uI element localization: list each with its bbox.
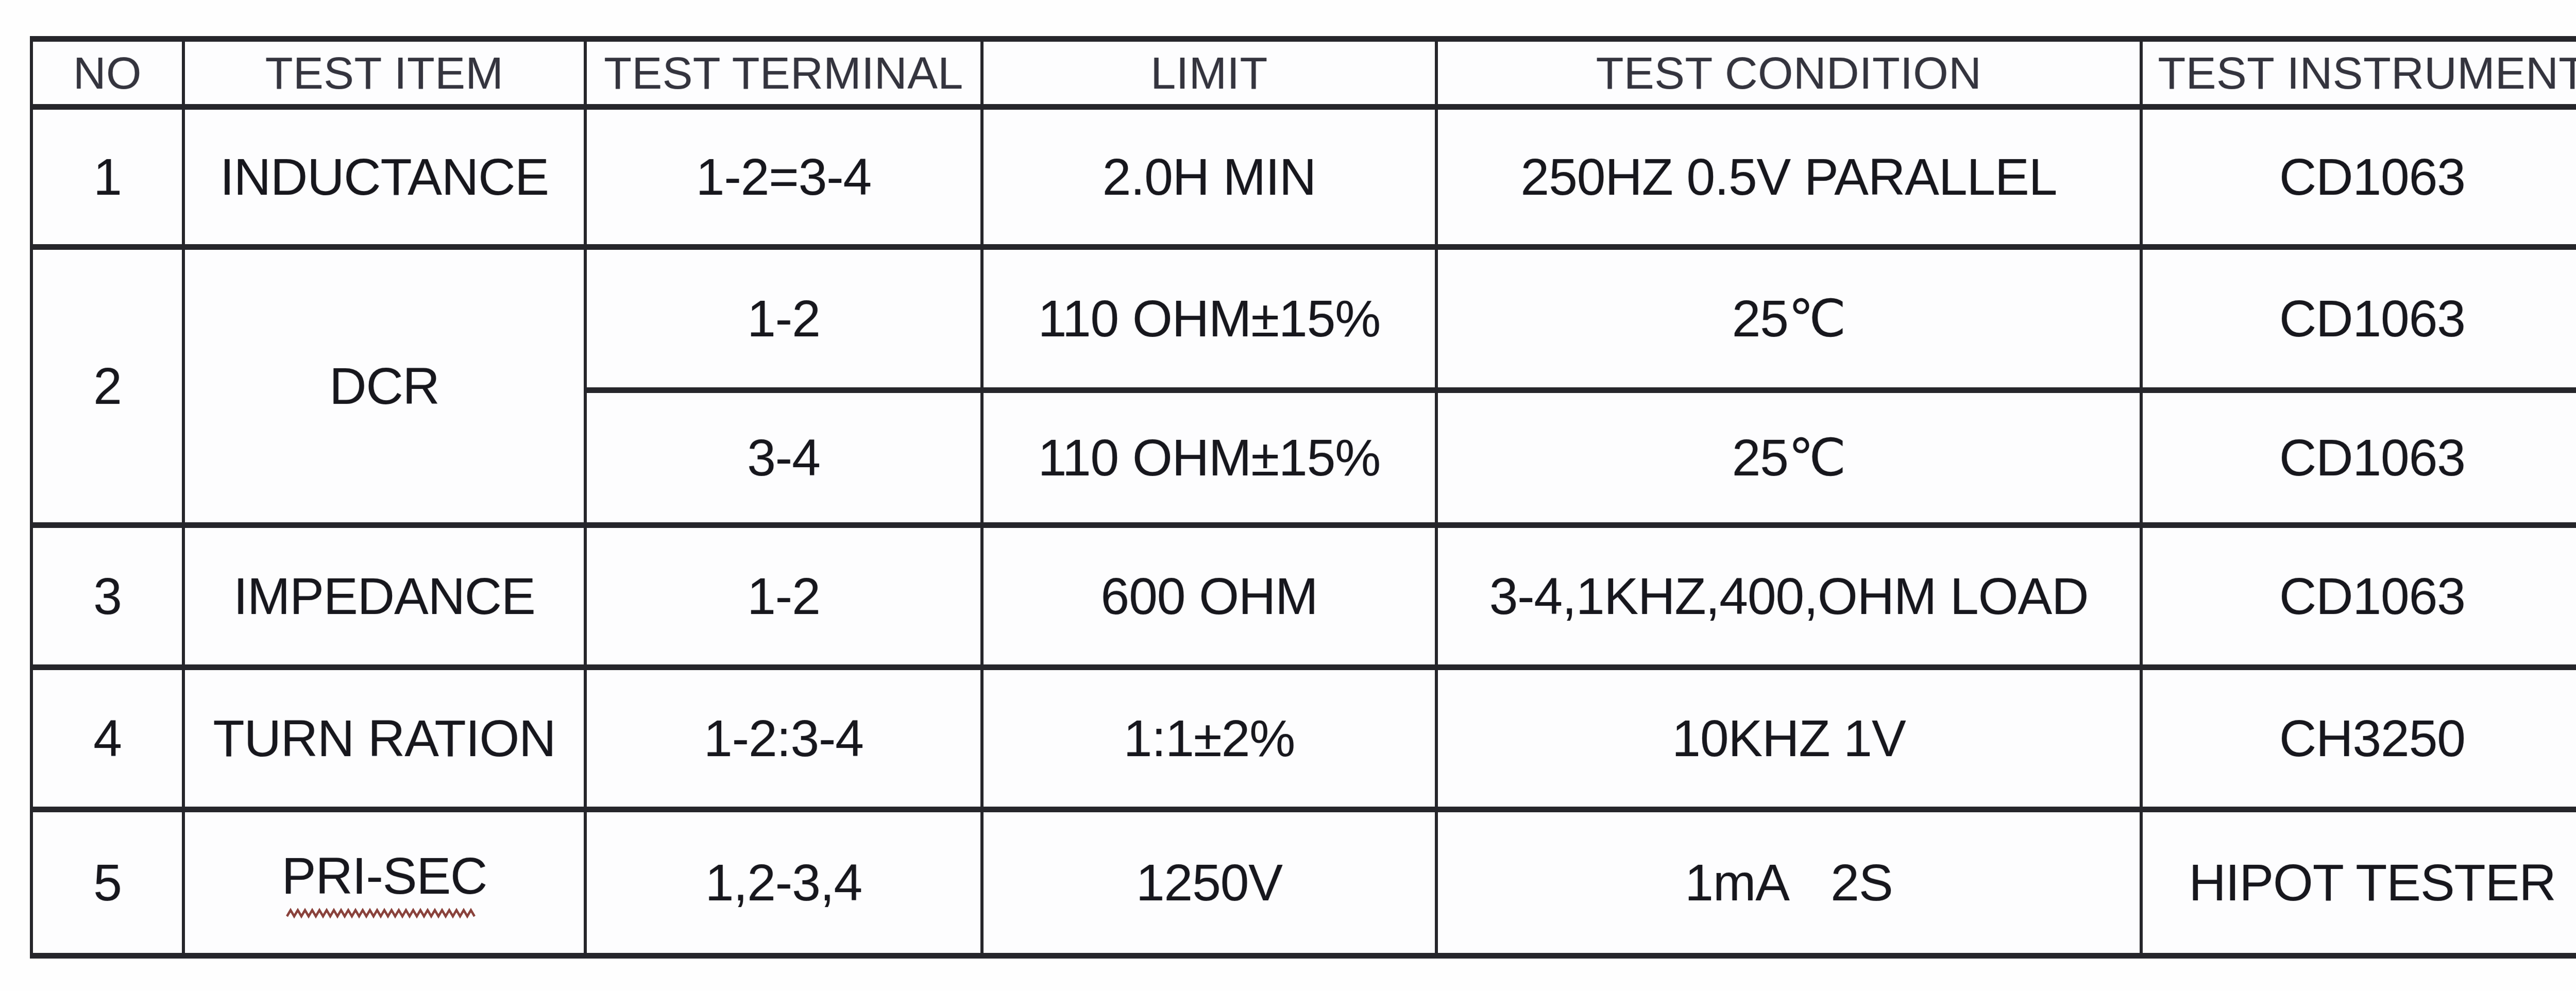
cell-test-item-label: PRI-SEC	[282, 846, 487, 905]
cell-no: 1	[31, 107, 183, 247]
cell-test-item: INDUCTANCE	[183, 107, 585, 247]
cell-test-item: IMPEDANCE	[183, 525, 585, 668]
column-header-test-item: TEST ITEM	[183, 39, 585, 107]
cell-test-instrument: CD1063	[2141, 525, 2576, 668]
table-row-impedance: 3 IMPEDANCE 1-2 600 OHM 3-4,1KHZ,400,OHM…	[31, 525, 2576, 668]
cell-test-item: PRI-SEC	[183, 810, 585, 956]
cell-limit: 110 OHM±15%	[982, 390, 1436, 525]
cell-test-instrument: HIPOT TESTER	[2141, 810, 2576, 956]
table-row-turn-ration: 4 TURN RATION 1-2:3-4 1:1±2% 10KHZ 1V CH…	[31, 668, 2576, 810]
test-spec-table: NO TEST ITEM TEST TERMINAL LIMIT TEST CO…	[30, 36, 2576, 959]
column-header-test-condition: TEST CONDITION	[1436, 39, 2141, 107]
cell-test-instrument: CD1063	[2141, 107, 2576, 247]
cell-test-condition: 250HZ 0.5V PARALLEL	[1436, 107, 2141, 247]
cell-test-instrument: CD1063	[2141, 390, 2576, 525]
table-row-inductance: 1 INDUCTANCE 1-2=3-4 2.0H MIN 250HZ 0.5V…	[31, 107, 2576, 247]
cell-limit: 110 OHM±15%	[982, 247, 1436, 390]
column-header-test-instrument: TEST INSTRUMENT	[2141, 39, 2576, 107]
column-header-limit: LIMIT	[982, 39, 1436, 107]
column-header-test-terminal: TEST TERMINAL	[585, 39, 982, 107]
cell-no: 2	[31, 247, 183, 525]
cell-test-condition: 3-4,1KHZ,400,OHM LOAD	[1436, 525, 2141, 668]
cell-no: 5	[31, 810, 183, 956]
cell-limit: 1250V	[982, 810, 1436, 956]
column-header-no: NO	[31, 39, 183, 107]
cell-no: 3	[31, 525, 183, 668]
spellcheck-underline	[286, 907, 483, 919]
header-row: NO TEST ITEM TEST TERMINAL LIMIT TEST CO…	[31, 39, 2576, 107]
cell-test-terminal: 1-2=3-4	[585, 107, 982, 247]
cell-test-condition: 10KHZ 1V	[1436, 668, 2141, 810]
cell-test-item: TURN RATION	[183, 668, 585, 810]
cell-test-terminal: 1,2-3,4	[585, 810, 982, 956]
cell-test-condition: 1mA 2S	[1436, 810, 2141, 956]
pri-sec-text-with-squiggle: PRI-SEC	[282, 846, 487, 919]
cell-test-item: DCR	[183, 247, 585, 525]
cell-test-terminal: 1-2	[585, 525, 982, 668]
cell-limit: 1:1±2%	[982, 668, 1436, 810]
cell-limit: 2.0H MIN	[982, 107, 1436, 247]
cell-test-condition: 25℃	[1436, 247, 2141, 390]
cell-test-terminal: 1-2:3-4	[585, 668, 982, 810]
table-row-pri-sec: 5 PRI-SEC 1,2-3,4 1250V 1mA 2S HIPOT TES…	[31, 810, 2576, 956]
cell-test-instrument: CH3250	[2141, 668, 2576, 810]
cell-test-terminal: 3-4	[585, 390, 982, 525]
table-row-dcr-1: 2 DCR 1-2 110 OHM±15% 25℃ CD1063	[31, 247, 2576, 390]
cell-test-condition: 25℃	[1436, 390, 2141, 525]
cell-no: 4	[31, 668, 183, 810]
cell-limit: 600 OHM	[982, 525, 1436, 668]
cell-test-instrument: CD1063	[2141, 247, 2576, 390]
cell-test-terminal: 1-2	[585, 247, 982, 390]
